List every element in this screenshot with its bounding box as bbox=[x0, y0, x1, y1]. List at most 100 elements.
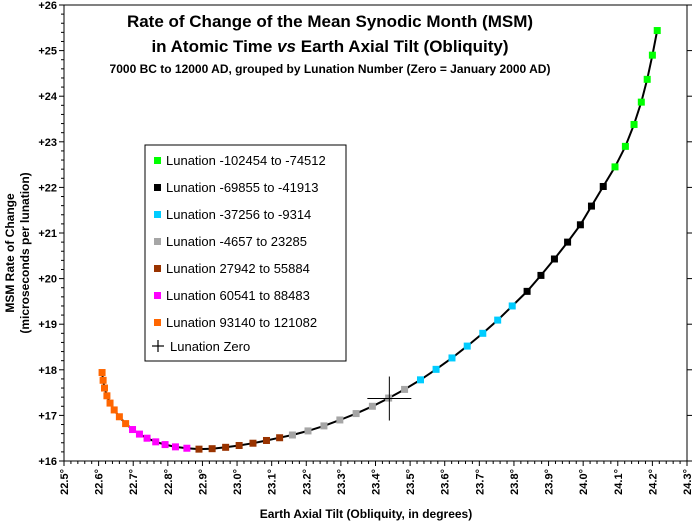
y-tick-label-6: +22 bbox=[38, 182, 57, 194]
x-tick-label-6: 23.1° bbox=[267, 469, 279, 495]
data-point-s5-0 bbox=[183, 444, 191, 452]
legend-label-3: Lunation -4657 to 23285 bbox=[166, 234, 307, 249]
legend-label-0: Lunation -102454 to -74512 bbox=[166, 153, 326, 168]
data-point-s4-1 bbox=[262, 436, 270, 444]
data-point-s4-3 bbox=[235, 441, 243, 449]
legend-label-1: Lunation -69855 to -41913 bbox=[166, 180, 319, 195]
x-tick-label-7: 23.2° bbox=[301, 469, 313, 495]
data-point-s6-7 bbox=[98, 369, 106, 377]
x-tick-label-10: 23.5° bbox=[405, 469, 417, 495]
legend-swatch-6 bbox=[154, 319, 161, 326]
data-point-s3-2 bbox=[368, 402, 376, 410]
data-point-s2-4 bbox=[448, 354, 456, 362]
data-point-s5-4 bbox=[143, 434, 151, 442]
data-point-s0-4 bbox=[630, 120, 638, 128]
data-point-s0-2 bbox=[643, 75, 651, 83]
data-point-s0-1 bbox=[648, 51, 656, 59]
y-tick-label-9: +25 bbox=[38, 46, 57, 58]
data-point-s5-3 bbox=[152, 438, 160, 446]
legend-swatch-5 bbox=[154, 292, 161, 299]
data-point-s2-2 bbox=[479, 329, 487, 337]
data-point-s6-1 bbox=[115, 413, 123, 421]
x-tick-label-15: 24.0° bbox=[578, 469, 590, 495]
data-point-s0-3 bbox=[637, 98, 645, 106]
lunation-zero-marker bbox=[367, 376, 412, 421]
y-tick-label-0: +16 bbox=[38, 456, 57, 468]
data-point-s3-6 bbox=[304, 427, 312, 435]
data-point-s3-0 bbox=[401, 385, 409, 393]
legend-label-2: Lunation -37256 to -9314 bbox=[166, 207, 311, 222]
x-tick-label-0: 22.5° bbox=[59, 469, 71, 495]
data-point-s6-2 bbox=[110, 406, 118, 414]
x-tick-label-3: 22.8° bbox=[163, 469, 175, 495]
y-tick-label-3: +19 bbox=[38, 319, 57, 331]
data-point-s0-5 bbox=[621, 142, 629, 150]
data-point-s4-4 bbox=[222, 443, 230, 451]
legend-cross-icon bbox=[152, 340, 164, 352]
chart-subtitle: 7000 BC to 12000 AD, grouped by Lunation… bbox=[110, 62, 551, 76]
data-point-s1-0 bbox=[599, 182, 607, 190]
data-point-s6-4 bbox=[103, 392, 111, 400]
x-tick-label-17: 24.2° bbox=[647, 469, 659, 495]
x-tick-label-11: 23.6° bbox=[440, 469, 452, 495]
y-tick-label-4: +20 bbox=[38, 274, 57, 286]
x-tick-label-13: 23.8° bbox=[509, 469, 521, 495]
legend-swatch-1 bbox=[154, 184, 161, 191]
data-point-s2-6 bbox=[416, 376, 424, 384]
y-tick-label-10: +26 bbox=[38, 0, 57, 12]
data-point-s4-2 bbox=[249, 439, 257, 447]
legend-label-zero: Lunation Zero bbox=[170, 339, 250, 354]
title-line2-italic: vs bbox=[277, 37, 296, 56]
y-tick-label-7: +23 bbox=[38, 137, 57, 149]
data-point-s4-6 bbox=[195, 445, 203, 453]
title-line2-part1: in Atomic Time bbox=[151, 37, 277, 56]
y-axis-label-line1: MSM Rate of Change bbox=[3, 193, 17, 313]
y-tick-label-2: +18 bbox=[38, 365, 57, 377]
data-point-s5-1 bbox=[171, 443, 179, 451]
x-tick-label-16: 24.1° bbox=[613, 469, 625, 495]
data-point-s2-3 bbox=[463, 342, 471, 350]
legend-swatch-3 bbox=[154, 238, 161, 245]
data-point-s1-6 bbox=[523, 287, 531, 295]
x-tick-label-18: 24.3° bbox=[682, 469, 694, 495]
data-point-s6-5 bbox=[100, 384, 108, 392]
data-point-s1-4 bbox=[550, 255, 558, 263]
data-point-s4-5 bbox=[208, 445, 216, 453]
data-point-s3-4 bbox=[336, 416, 344, 424]
data-point-s2-5 bbox=[432, 365, 440, 373]
y-tick-label-8: +24 bbox=[38, 91, 58, 103]
data-point-s1-3 bbox=[564, 238, 572, 246]
x-tick-label-4: 22.9° bbox=[197, 469, 209, 495]
chart-title-line2: in Atomic Time vs Earth Axial Tilt (Obli… bbox=[151, 37, 508, 56]
x-axis-label: Earth Axial Tilt (Obliquity, in degrees) bbox=[260, 507, 472, 521]
axes: 22.5° 22.6° 22.7° 22.8° 22.9° 23.0° 23.1° 23.2°… bbox=[38, 0, 694, 495]
title-line2-part2: Earth Axial Tilt (Obliquity) bbox=[296, 37, 509, 56]
x-tick-label-1: 22.6° bbox=[94, 469, 106, 495]
legend-swatch-2 bbox=[154, 211, 161, 218]
legend-swatch-4 bbox=[154, 265, 161, 272]
data-point-s1-2 bbox=[576, 221, 584, 229]
x-tick-label-12: 23.7° bbox=[474, 469, 486, 495]
data-point-s0-0 bbox=[653, 27, 661, 35]
x-tick-label-5: 23.0° bbox=[232, 469, 244, 495]
data-point-s1-5 bbox=[537, 271, 545, 279]
data-point-s6-6 bbox=[99, 376, 107, 384]
data-point-s1-1 bbox=[587, 202, 595, 210]
data-point-s2-1 bbox=[494, 316, 502, 324]
data-point-s5-6 bbox=[129, 426, 137, 434]
data-point-s3-7 bbox=[288, 431, 296, 439]
y-axis-label-line2: (microseconds per lunation) bbox=[18, 172, 32, 333]
x-tick-label-9: 23.4° bbox=[371, 469, 383, 495]
data-point-s6-0 bbox=[122, 420, 130, 428]
y-tick-label-1: +17 bbox=[38, 410, 57, 422]
x-tick-label-8: 23.3° bbox=[336, 469, 348, 495]
chart-title-line1: Rate of Change of the Mean Synodic Month… bbox=[127, 12, 533, 31]
data-markers bbox=[98, 27, 661, 453]
legend-swatch-0 bbox=[154, 157, 161, 164]
legend-label-4: Lunation 27942 to 55884 bbox=[166, 261, 310, 276]
data-point-s3-3 bbox=[352, 410, 360, 418]
legend-label-6: Lunation 93140 to 121082 bbox=[166, 315, 317, 330]
data-point-s5-5 bbox=[135, 430, 143, 438]
